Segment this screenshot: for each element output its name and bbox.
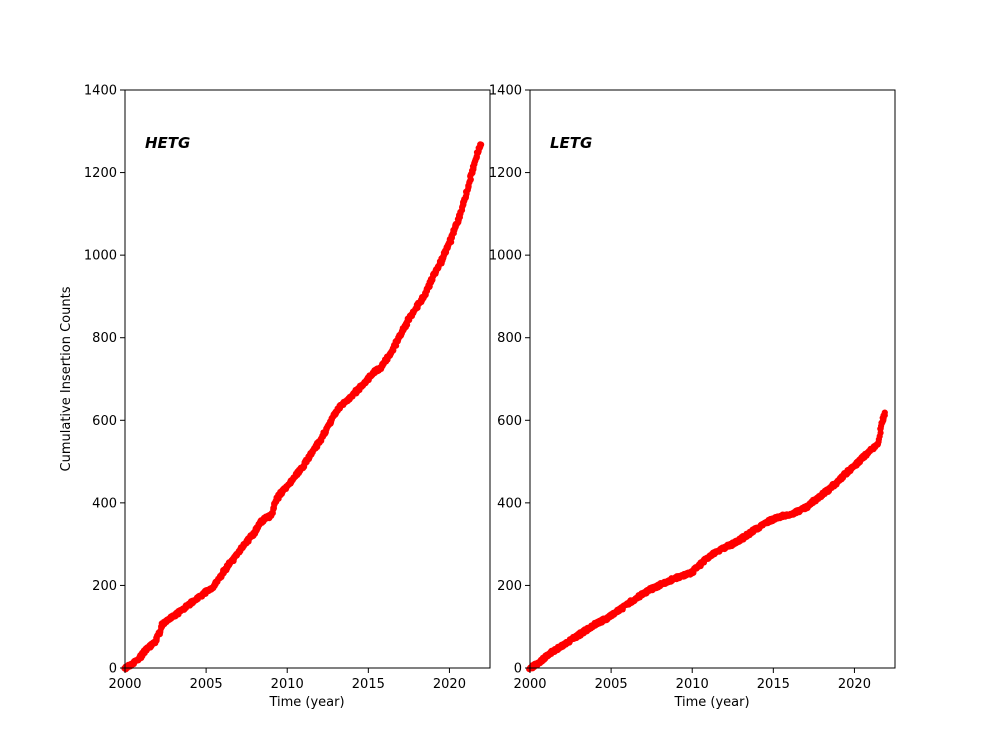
- y-tick-label: 1200: [489, 166, 522, 181]
- data-point: [881, 409, 888, 416]
- y-tick-label: 200: [92, 579, 117, 594]
- x-tick-label: 2010: [271, 677, 304, 692]
- x-tick-label: 2020: [433, 677, 466, 692]
- y-tick-label: 1000: [84, 249, 117, 264]
- y-tick-label: 400: [497, 496, 522, 511]
- y-tick-label: 1000: [489, 249, 522, 264]
- y-tick-label: 0: [109, 662, 117, 677]
- x-tick-label: 2000: [108, 677, 141, 692]
- y-axis-label: Cumulative Insertion Counts: [59, 286, 74, 471]
- y-tick-label: 0: [514, 662, 522, 677]
- x-tick-label: 2015: [352, 677, 385, 692]
- y-tick-label: 1200: [84, 166, 117, 181]
- x-tick-label: 2015: [757, 677, 790, 692]
- plot-background: [530, 90, 895, 668]
- axes-frame: [124, 89, 491, 669]
- hetg-annotation: HETG: [145, 134, 190, 152]
- x-tick-label: 2005: [190, 677, 223, 692]
- x-tick-label: 2010: [676, 677, 709, 692]
- y-tick-label: 1400: [84, 84, 117, 99]
- hetg-points: [121, 141, 485, 673]
- x-tick-label: 2020: [838, 677, 871, 692]
- plot-background: [125, 90, 490, 668]
- y-tick-label: 200: [497, 579, 522, 594]
- x-tick-label: 2005: [595, 677, 628, 692]
- y-tick-label: 800: [92, 331, 117, 346]
- y-tick-label: 1400: [489, 84, 522, 99]
- hetg-plot-area: 2000 2005 2010 2015 2020 0 200 400 600 800 1000 120…: [84, 84, 491, 692]
- letg-x-axis-label: Time (year): [673, 695, 749, 710]
- y-tick-label: 800: [497, 331, 522, 346]
- letg-annotation: LETG: [550, 134, 592, 152]
- y-tick-label: 600: [497, 414, 522, 429]
- letg-points: [526, 409, 888, 673]
- hetg-x-axis-label: Time (year): [268, 695, 344, 710]
- y-tick-label: 600: [92, 414, 117, 429]
- axes-frame: [529, 89, 896, 669]
- letg-plot-area: 2000 2005 2010 2015 2020 0 200 400 600 800 1000 120…: [489, 84, 896, 692]
- y-tick-label: 400: [92, 496, 117, 511]
- x-tick-label: 2000: [513, 677, 546, 692]
- data-point: [477, 141, 484, 148]
